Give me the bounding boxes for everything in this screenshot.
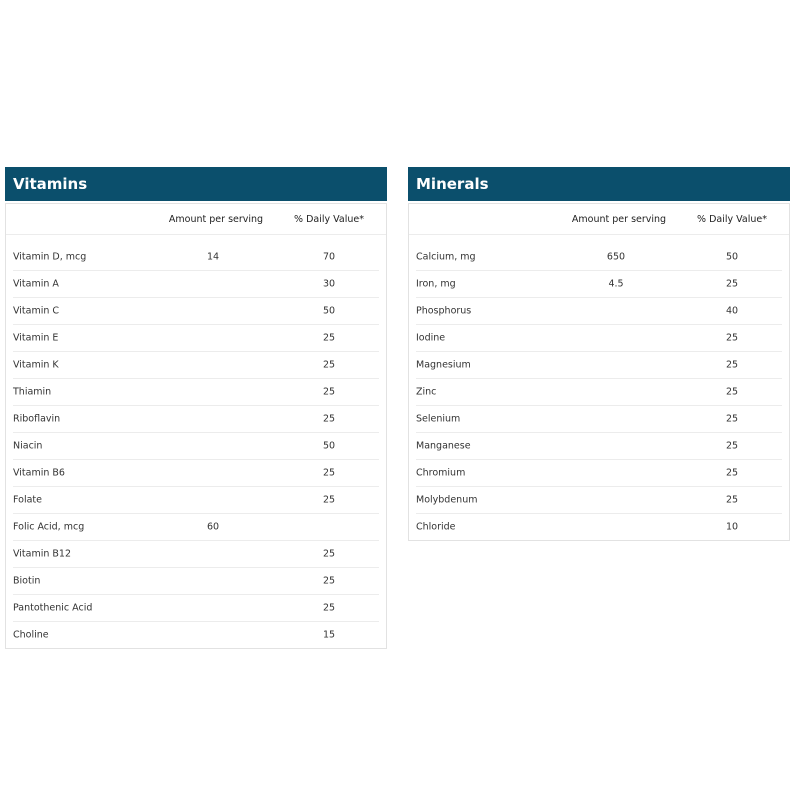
amount-value: 14	[206, 251, 220, 263]
table-row: Biotin 25	[13, 567, 379, 594]
nutrient-name: Vitamin K	[13, 359, 59, 371]
daily-value: 25	[322, 359, 336, 371]
daily-value: 25	[725, 278, 739, 290]
nutrient-name: Folate	[13, 494, 42, 506]
table-row: Choline 15	[13, 621, 379, 648]
nutrient-name: Vitamin E	[13, 332, 59, 344]
table-row: Zinc 25	[416, 378, 782, 405]
daily-value: 30	[322, 278, 336, 290]
nutrient-name: Choline	[13, 629, 49, 641]
daily-value: 25	[725, 413, 739, 425]
daily-value: 25	[322, 467, 336, 479]
table-row: Vitamin D, mcg 14 70	[13, 244, 379, 270]
table-row: Vitamin K 25	[13, 351, 379, 378]
nutrient-name: Niacin	[13, 440, 43, 452]
minerals-table: Amount per serving % Daily Value* Calciu…	[408, 203, 790, 541]
amount-value: 650	[606, 251, 626, 263]
table-row: Selenium 25	[416, 405, 782, 432]
nutrient-name: Chromium	[416, 467, 466, 479]
daily-value: 15	[322, 629, 336, 641]
table-row: Vitamin E 25	[13, 324, 379, 351]
nutrient-name: Thiamin	[13, 386, 52, 398]
daily-value: 50	[322, 305, 336, 317]
nutrient-name: Selenium	[416, 413, 461, 425]
table-row: Iodine 25	[416, 324, 782, 351]
amount-column-header: Amount per serving	[571, 214, 667, 225]
nutrient-name: Vitamin A	[13, 278, 59, 290]
daily-value: 25	[322, 575, 336, 587]
daily-value: 50	[725, 251, 739, 263]
table-row: Chloride 10	[416, 513, 782, 540]
minerals-panel: Minerals Amount per serving % Daily Valu…	[408, 167, 790, 541]
daily-value: 25	[322, 602, 336, 614]
daily-value: 50	[322, 440, 336, 452]
daily-value: 25	[725, 494, 739, 506]
daily-value: 25	[322, 494, 336, 506]
amount-column-header: Amount per serving	[168, 214, 264, 225]
daily-value: 25	[322, 413, 336, 425]
vitamins-title: Vitamins	[5, 167, 387, 201]
table-row: Manganese 25	[416, 432, 782, 459]
daily-value: 25	[322, 386, 336, 398]
vitamins-rows: Vitamin D, mcg 14 70 Vitamin A 30 Vitamin C 50…	[13, 244, 379, 648]
table-row: Vitamin B12 25	[13, 540, 379, 567]
table-row: Vitamin C 50	[13, 297, 379, 324]
table-row: Folic Acid, mcg 60	[13, 513, 379, 540]
daily-value: 25	[322, 332, 336, 344]
vitamins-table: Amount per serving % Daily Value* Vitami…	[5, 203, 387, 649]
nutrient-name: Calcium, mg	[416, 251, 476, 263]
table-row: Riboflavin 25	[13, 405, 379, 432]
daily-value: 25	[725, 440, 739, 452]
table-row: Calcium, mg 650 50	[416, 244, 782, 270]
minerals-table-header: Amount per serving % Daily Value*	[409, 204, 789, 235]
table-row: Chromium 25	[416, 459, 782, 486]
nutrient-name: Phosphorus	[416, 305, 472, 317]
nutrient-name: Iron, mg	[416, 278, 456, 290]
daily-value: 25	[725, 467, 739, 479]
nutrient-name: Folic Acid, mcg	[13, 521, 85, 533]
amount-value: 60	[206, 521, 220, 533]
nutrient-name: Chloride	[416, 521, 456, 533]
daily-value: 25	[725, 359, 739, 371]
nutrient-name: Pantothenic Acid	[13, 602, 93, 614]
daily-value: 25	[322, 548, 336, 560]
nutrient-name: Riboflavin	[13, 413, 61, 425]
table-row: Phosphorus 40	[416, 297, 782, 324]
table-row: Folate 25	[13, 486, 379, 513]
table-row: Iron, mg 4.5 25	[416, 270, 782, 297]
nutrient-name: Iodine	[416, 332, 446, 344]
table-row: Magnesium 25	[416, 351, 782, 378]
table-row: Thiamin 25	[13, 378, 379, 405]
daily-value-column-header: % Daily Value*	[294, 214, 364, 225]
nutrient-name: Vitamin D, mcg	[13, 251, 87, 263]
table-row: Vitamin A 30	[13, 270, 379, 297]
daily-value: 25	[725, 386, 739, 398]
daily-value-column-header: % Daily Value*	[697, 214, 767, 225]
nutrient-name: Manganese	[416, 440, 471, 452]
vitamins-panel: Vitamins Amount per serving % Daily Valu…	[5, 167, 387, 649]
nutrient-name: Biotin	[13, 575, 41, 587]
nutrient-name: Magnesium	[416, 359, 471, 371]
daily-value: 40	[725, 305, 739, 317]
minerals-title: Minerals	[408, 167, 790, 201]
table-row: Niacin 50	[13, 432, 379, 459]
table-row: Vitamin B6 25	[13, 459, 379, 486]
vitamins-table-header: Amount per serving % Daily Value*	[6, 204, 386, 235]
nutrient-name: Vitamin C	[13, 305, 60, 317]
nutrient-name: Vitamin B6	[13, 467, 65, 479]
amount-value: 4.5	[608, 278, 624, 290]
daily-value: 10	[725, 521, 739, 533]
daily-value: 25	[725, 332, 739, 344]
table-row: Pantothenic Acid 25	[13, 594, 379, 621]
nutrient-name: Vitamin B12	[13, 548, 72, 560]
nutrient-name: Molybdenum	[416, 494, 478, 506]
daily-value: 70	[322, 251, 336, 263]
minerals-rows: Calcium, mg 650 50 Iron, mg 4.5 25 Phosphorus 4…	[416, 244, 782, 540]
nutrient-name: Zinc	[416, 386, 437, 398]
table-row: Molybdenum 25	[416, 486, 782, 513]
